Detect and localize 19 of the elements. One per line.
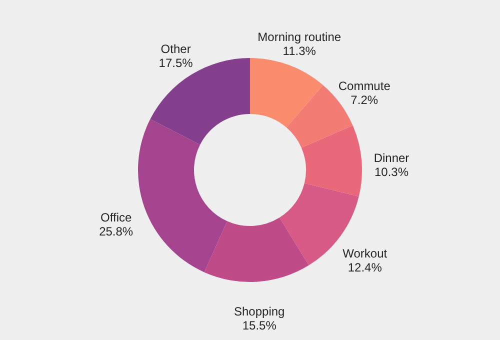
data-label: 12.4% (348, 260, 382, 274)
slice-label: Dinner (374, 150, 410, 165)
slice-label: Workout (342, 246, 388, 260)
donut-slice (204, 218, 309, 282)
slice-label: Other (160, 42, 191, 56)
data-label: 7.2% (350, 92, 378, 107)
slice-label: Office (100, 210, 132, 224)
slice-label: Morning routine (258, 30, 342, 44)
data-label: 25.8% (99, 224, 134, 238)
slice-label: Shopping (234, 304, 285, 319)
data-label: 17.5% (158, 56, 194, 70)
donut-slice (150, 58, 250, 145)
data-label: 11.3% (282, 44, 316, 58)
data-label: 15.5% (242, 318, 277, 333)
donut-slice (138, 119, 228, 272)
donut-slice (250, 58, 324, 128)
donut-slice (301, 126, 362, 196)
data-label: 10.3% (374, 164, 409, 179)
slice-label: Commute (338, 78, 391, 93)
